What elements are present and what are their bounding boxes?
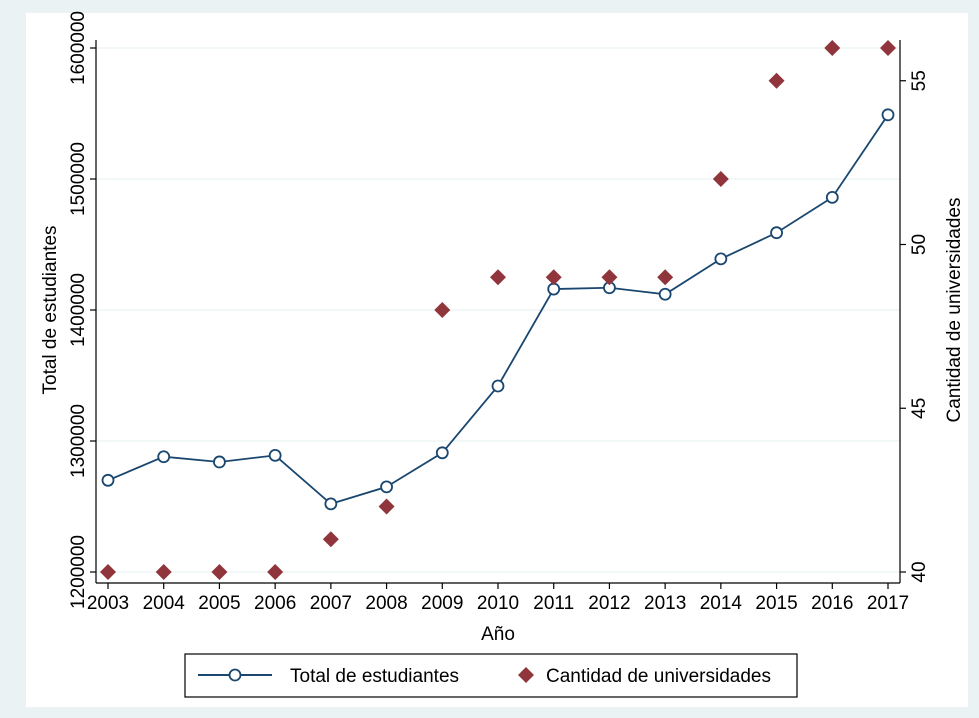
- x-tick-label: 2014: [700, 593, 743, 614]
- y-left-tick-label: 1200000: [68, 535, 89, 609]
- point-total-estudiantes: [881, 108, 895, 122]
- x-tick-label: 2011: [533, 593, 574, 614]
- y-right-tick-label: 40: [909, 561, 930, 582]
- y-left-axis-title: Total de estudiantes: [40, 225, 61, 394]
- point-cantidad-universidades: [880, 40, 896, 56]
- legend: Total de estudiantes Cantidad de univers…: [184, 653, 798, 698]
- series-total-estudiantes: [101, 108, 895, 511]
- point-total-estudiantes: [714, 252, 728, 266]
- grid-lines: [96, 47, 900, 573]
- legend-box: [184, 653, 798, 698]
- y-left-tick-label: 1400000: [68, 273, 89, 347]
- point-cantidad-universidades: [490, 269, 506, 286]
- point-total-estudiantes: [825, 190, 839, 204]
- y-right-tick-label: 55: [909, 70, 930, 91]
- point-cantidad-universidades: [712, 171, 729, 187]
- tick-labels: 1200000 1300000 1400000 1500000 1600000 40 45 5…: [68, 11, 930, 614]
- point-total-estudiantes: [380, 480, 393, 494]
- x-tick-label: 2007: [310, 593, 352, 614]
- point-cantidad-universidades: [378, 498, 395, 515]
- x-tick-label: 2009: [421, 593, 463, 614]
- x-tick-label: 2016: [811, 593, 853, 614]
- y-right-axis-title: Cantidad de universidades: [944, 198, 965, 423]
- x-tick-label: 2013: [644, 593, 686, 614]
- plot-area: [96, 40, 900, 583]
- point-cantidad-universidades: [657, 269, 674, 286]
- point-total-estudiantes: [268, 449, 282, 462]
- x-tick-label: 2008: [365, 593, 407, 614]
- point-total-estudiantes: [770, 226, 783, 240]
- point-cantidad-universidades: [545, 269, 562, 286]
- y-right-tick-label: 45: [909, 398, 930, 419]
- y-right-tick-label: 50: [909, 234, 930, 255]
- point-total-estudiantes: [157, 450, 171, 464]
- point-cantidad-universidades: [601, 269, 618, 286]
- point-cantidad-universidades: [434, 302, 451, 318]
- y-left-tick-label: 1600000: [68, 11, 89, 85]
- y-left-tick-label: 1300000: [68, 404, 89, 478]
- point-total-estudiantes: [435, 446, 449, 460]
- point-total-estudiantes: [491, 379, 505, 393]
- axes: [90, 40, 906, 589]
- point-cantidad-universidades: [768, 72, 785, 89]
- x-tick-label: 2005: [198, 593, 240, 614]
- x-tick-label: 2006: [254, 593, 296, 614]
- x-tick-label: 2003: [87, 593, 129, 614]
- point-cantidad-universidades: [100, 564, 116, 580]
- x-tick-label: 2004: [143, 593, 186, 614]
- x-tick-label: 2010: [477, 593, 519, 614]
- point-cantidad-universidades: [155, 564, 172, 580]
- legend-diamond-marker: [518, 667, 534, 683]
- point-total-estudiantes: [324, 497, 338, 511]
- x-tick-label: 2015: [755, 593, 797, 614]
- x-tick-label: 2012: [588, 593, 630, 614]
- point-cantidad-universidades: [824, 40, 841, 56]
- series-cantidad-universidades: [100, 40, 896, 580]
- point-cantidad-universidades: [211, 564, 228, 580]
- x-axis-title: Año: [481, 624, 515, 645]
- legend-circle-marker: [228, 668, 242, 682]
- legend-label-cantidad-universidades: Cantidad de universidades: [546, 666, 771, 687]
- point-cantidad-universidades: [267, 564, 284, 580]
- legend-label-total-estudiantes: Total de estudiantes: [290, 666, 459, 687]
- point-total-estudiantes: [658, 287, 672, 301]
- y-left-tick-label: 1500000: [68, 142, 89, 216]
- point-total-estudiantes: [101, 473, 115, 487]
- point-cantidad-universidades: [322, 531, 339, 548]
- point-total-estudiantes: [213, 455, 226, 469]
- x-tick-label: 2017: [867, 593, 909, 614]
